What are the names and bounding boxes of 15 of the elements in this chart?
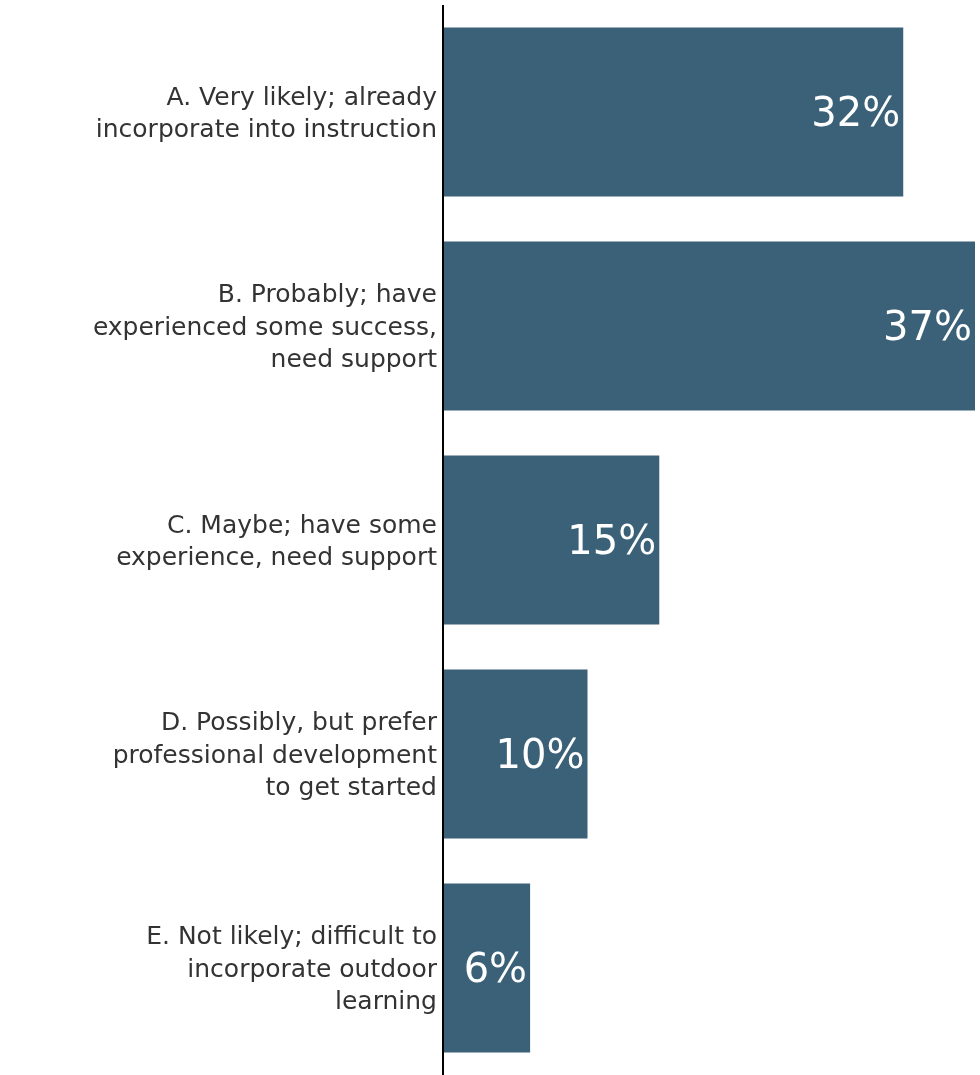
bar xyxy=(444,669,588,839)
y-tick-label: D. Possibly, but prefer professional development to get started xyxy=(112,707,438,802)
y-tick-label: A. Very likely; already incorporate into instruction xyxy=(95,81,438,143)
data-label: 10% xyxy=(495,731,585,777)
bar xyxy=(444,241,975,411)
data-label: 6% xyxy=(463,945,528,991)
bar xyxy=(444,883,531,1053)
y-tick-label: B. Probably; have experienced some success, need support xyxy=(92,279,438,374)
data-label: 15% xyxy=(567,517,657,563)
y-tick-label: C. Maybe; have some experience, need support xyxy=(116,509,438,571)
data-label: 32% xyxy=(811,89,901,135)
bar xyxy=(444,27,904,197)
y-tick-label: E. Not likely; difficult to incorporate outdoor learning xyxy=(146,921,438,1016)
data-label: 37% xyxy=(883,303,972,349)
bar xyxy=(444,455,660,625)
